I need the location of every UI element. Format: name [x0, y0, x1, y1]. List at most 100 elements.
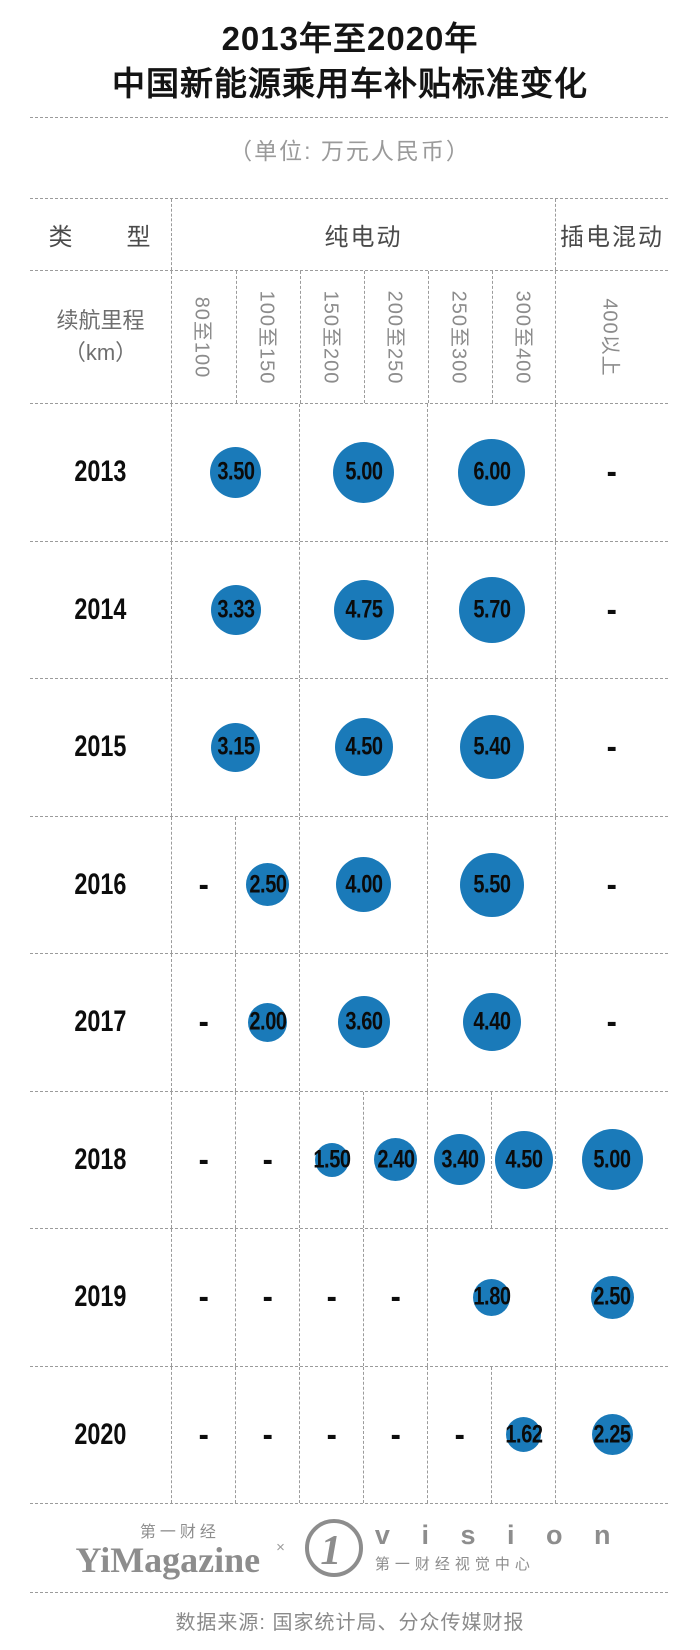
bev-value-cell: -: [427, 1366, 491, 1503]
range-column-header: 80至100: [172, 271, 236, 403]
subsidy-value: 4.75: [344, 595, 383, 624]
page-title: 2013年至2020年 中国新能源乘用车补贴标准变化: [0, 16, 700, 106]
subsidy-value: 5.00: [593, 1145, 631, 1174]
no-subsidy-dash: -: [326, 1278, 337, 1317]
subsidy-bubble: 1.50: [312, 1142, 351, 1177]
bev-value-cell: 5.50: [427, 816, 555, 953]
yimagazine-cn-label: 第一财经: [139, 1523, 220, 1541]
bev-value-cell: 1.50: [299, 1091, 363, 1228]
yimagazine-wordmark: YiMagazine: [75, 1539, 261, 1580]
year-cell: 2013: [30, 404, 171, 541]
bev-value-cell: 3.50: [171, 404, 299, 541]
no-subsidy-dash: -: [198, 1415, 209, 1454]
phev-value-cell: 2.25: [555, 1366, 668, 1503]
no-subsidy-dash: -: [390, 1415, 401, 1454]
subsidy-value: 3.33: [216, 595, 255, 624]
subsidy-value: 5.40: [472, 732, 511, 761]
table-row-2013: 2013 3.50 5.00 6.00 -: [30, 404, 668, 542]
subsidy-value: 4.00: [344, 870, 383, 899]
bev-value-cell: 2.40: [363, 1091, 427, 1228]
bev-value-cell: -: [235, 1366, 299, 1503]
range-column-header: 300至400: [492, 271, 556, 403]
unit-subtitle: （单位: 万元人民币）: [229, 138, 471, 164]
table-row-2015: 2015 3.15 4.50 5.40 -: [30, 679, 668, 817]
bev-value-cell: 6.00: [427, 404, 555, 541]
yicai-logo-digit: 1: [320, 1527, 342, 1574]
bev-value-cell: -: [235, 1091, 299, 1228]
no-subsidy-dash: -: [262, 1140, 273, 1179]
table-row-2017: 2017 - 2.00 3.60 4.40 -: [30, 954, 668, 1092]
bev-value-cell: -: [171, 1229, 235, 1366]
phev-range-label: 400以上: [598, 297, 621, 377]
phev-value-cell: -: [555, 541, 668, 678]
year-label: 2017: [74, 1005, 127, 1039]
vision-wordmark: v i s i o n: [374, 1520, 623, 1550]
subsidy-bubble: 5.00: [581, 1129, 643, 1191]
subsidy-bubble: 4.00: [336, 857, 391, 913]
range-column-label: 200至250: [383, 290, 405, 384]
table-row-2020: 2020 - - - - - 1.62 2.25: [30, 1366, 668, 1504]
subsidy-value: 3.40: [440, 1145, 479, 1174]
bev-value-cell: -: [363, 1229, 427, 1366]
range-column-label: 150至200: [319, 290, 341, 384]
bev-value-cell: 3.33: [171, 541, 299, 678]
subsidy-value: 4.50: [344, 732, 383, 761]
year-cell: 2019: [30, 1229, 171, 1366]
subsidy-value: 1.62: [504, 1420, 543, 1449]
year-label: 2016: [74, 867, 127, 901]
range-header-label: 续航里程 （km）: [30, 271, 171, 403]
subsidy-value: 3.60: [344, 1007, 383, 1036]
phev-value-cell: -: [555, 404, 668, 541]
subsidy-bubble: 4.75: [333, 579, 394, 640]
phev-range-cell: 400以上: [555, 271, 668, 403]
bev-value-cell: 3.60: [299, 954, 427, 1091]
year-cell: 2020: [30, 1367, 171, 1504]
subsidy-bubble: 2.25: [591, 1414, 633, 1456]
range-subcolumns: 80至100 100至150 150至200 200至250 250至300 300至40…: [171, 271, 555, 403]
bev-group-header: 纯电动: [171, 199, 555, 270]
subsidy-value: 2.50: [593, 1282, 631, 1311]
year-cell: 2017: [30, 954, 171, 1091]
bev-value-cell: 5.00: [299, 404, 427, 541]
subsidy-value: 5.50: [472, 870, 511, 899]
subsidy-bubble: 3.15: [211, 722, 260, 772]
no-subsidy-dash: -: [198, 1278, 209, 1317]
subsidy-bubble: 3.60: [337, 996, 390, 1049]
subsidy-bubble: 6.00: [458, 438, 525, 506]
phev-value-cell: -: [555, 954, 668, 1091]
bev-value-cell: -: [299, 1366, 363, 1503]
subsidy-value: 1.50: [312, 1145, 351, 1174]
bev-value-cell: -: [171, 954, 235, 1091]
subsidy-bubble: 5.70: [458, 576, 525, 643]
cross-icon: ×: [276, 1539, 285, 1556]
no-subsidy-dash: -: [606, 453, 618, 492]
subsidy-bubble: 1.62: [504, 1417, 543, 1453]
no-subsidy-dash: -: [262, 1415, 273, 1454]
bev-value-cell: 5.70: [427, 541, 555, 678]
subsidy-value: 6.00: [472, 457, 511, 486]
range-column-header: 250至300: [428, 271, 492, 403]
bev-value-cell: -: [171, 816, 235, 953]
range-column-label: 300至400: [511, 290, 533, 384]
bev-value-cell: 4.50: [491, 1091, 555, 1228]
subsidy-bubble: 5.50: [459, 852, 524, 917]
phev-group-header: 插电混动: [555, 199, 668, 270]
subsidy-value: 2.00: [248, 1007, 287, 1036]
no-subsidy-dash: -: [198, 1140, 209, 1179]
footer-logos: 第一财经 YiMagazine × 1 v i s i o n 第一财经视觉中心: [30, 1503, 668, 1592]
phev-value-cell: 2.50: [555, 1229, 668, 1366]
bev-value-cell: -: [171, 1091, 235, 1228]
bev-value-cell: 2.50: [235, 816, 299, 953]
subsidy-value: 5.00: [344, 457, 383, 486]
no-subsidy-dash: -: [606, 728, 618, 767]
phev-value-cell: 5.00: [555, 1091, 668, 1228]
range-label-line1: 续航里程: [56, 308, 145, 333]
phev-value-cell: -: [555, 679, 668, 816]
no-subsidy-dash: -: [606, 865, 618, 904]
bev-value-cell: -: [235, 1229, 299, 1366]
range-column-label: 100至150: [255, 290, 277, 384]
range-column-header: 200至250: [364, 271, 428, 403]
subsidy-value: 1.80: [472, 1282, 511, 1311]
bev-value-cell: -: [363, 1366, 427, 1503]
